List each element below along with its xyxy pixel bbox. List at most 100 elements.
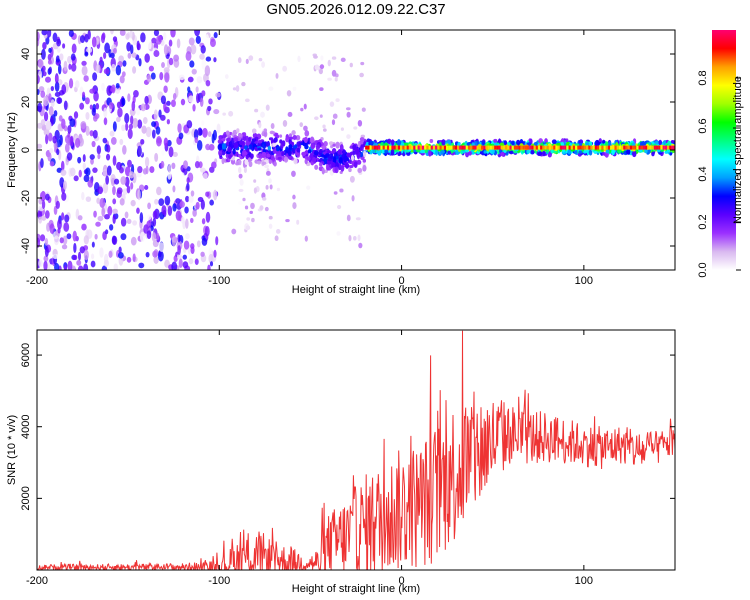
spectrogram-cell — [136, 43, 141, 51]
spectrogram-cell — [328, 141, 334, 146]
spectrogram-cell — [109, 224, 114, 231]
spectrogram-cell — [493, 138, 498, 143]
spectrogram-cell — [156, 35, 162, 45]
spectrogram-cell — [332, 143, 336, 147]
spectrogram-band-cell — [529, 145, 532, 150]
spectrogram-cell — [253, 187, 257, 194]
spectrogram-cell — [116, 187, 123, 195]
spectrogram-cell — [180, 98, 186, 106]
spectrogram-band-cell — [474, 145, 477, 150]
spectrogram-x-tick-label: 0 — [399, 275, 405, 287]
spectrogram-cell — [651, 151, 655, 157]
spectrogram-band-cell — [533, 145, 536, 150]
spectrogram-band-cell — [402, 145, 405, 150]
spectrogram-cell — [420, 149, 425, 154]
spectrogram-band-cell — [505, 145, 508, 150]
spectrogram-cell — [199, 53, 205, 60]
spectrogram-cell — [63, 100, 68, 111]
spectrogram-cell — [304, 130, 310, 137]
spectrogram-cell — [92, 72, 98, 81]
spectrogram-cell — [95, 64, 101, 73]
spectrogram-cell — [207, 264, 211, 270]
spectrogram-cell — [335, 141, 340, 149]
spectrogram-cell — [53, 110, 58, 117]
spectrogram-cell — [396, 139, 402, 146]
spectrogram-cell — [82, 162, 86, 171]
spectrogram-cell — [132, 66, 137, 74]
spectrogram-cell — [231, 228, 237, 235]
spectrogram-cell — [126, 218, 132, 225]
spectrogram-cell — [69, 167, 76, 177]
spectrogram-cell — [47, 59, 52, 65]
spectrogram-cell — [101, 82, 105, 91]
spectrogram-cell — [197, 196, 204, 203]
spectrogram-cell — [332, 113, 338, 119]
snr-x-ticks: -200 -100 0 100 — [26, 330, 593, 587]
spectrogram-cell — [137, 145, 142, 157]
spectrogram-cell — [468, 151, 472, 156]
spectrogram-cell — [77, 265, 84, 270]
spectrogram-cell — [117, 107, 123, 118]
spectrogram-cell — [167, 171, 172, 180]
spectrogram-cell — [605, 149, 610, 154]
spectrogram-cell — [163, 67, 170, 73]
spectrogram-cell — [313, 55, 318, 59]
spectrogram-band-cell — [557, 145, 560, 150]
spectrogram-cell — [162, 31, 167, 41]
spectrogram-cell — [87, 179, 94, 188]
spectrogram-cell — [168, 39, 173, 47]
spectrogram-band-cell — [544, 145, 547, 150]
spectrogram-band-cell — [601, 145, 604, 150]
spectrogram-cell — [83, 75, 89, 82]
spectrogram-cell — [261, 141, 267, 149]
spectrogram-cell — [153, 255, 159, 264]
spectrogram-cell — [245, 139, 250, 147]
spectrogram-cell — [313, 150, 319, 156]
spectrogram-cell — [196, 93, 200, 104]
spectrogram-band-cell — [629, 145, 632, 150]
spectrogram-cell — [114, 86, 121, 94]
spectrogram-cell — [204, 65, 211, 77]
spectrogram-cell — [158, 242, 165, 252]
colorbar-tick-label: 0.8 — [697, 70, 709, 85]
spectrogram-cell — [116, 101, 121, 109]
spectrogram-cell — [285, 219, 290, 223]
spectrogram-cell — [254, 146, 258, 151]
spectrogram-band-cell — [627, 145, 630, 150]
spectrogram-cell — [105, 153, 111, 161]
spectrogram-cell — [167, 163, 172, 173]
spectrogram-cell — [201, 90, 206, 97]
spectrogram-cell — [127, 93, 131, 102]
spectrogram-band-cell — [365, 145, 368, 150]
spectrogram-cell — [318, 68, 323, 75]
spectrogram-cell — [37, 143, 43, 149]
spectrogram-band-cell — [400, 145, 403, 150]
spectrogram-cell — [321, 167, 325, 175]
spectrogram-band-cell — [603, 145, 606, 150]
spectrogram-cell — [243, 145, 248, 150]
spectrogram-cell — [348, 167, 352, 173]
spectrogram-cell — [111, 84, 116, 94]
spectrogram-cell — [285, 136, 289, 143]
spectrogram-band-cell — [610, 145, 613, 150]
spectrogram-cell — [166, 139, 172, 147]
spectrogram-cell — [97, 153, 101, 160]
spectrogram-cell — [236, 128, 240, 133]
spectrogram-cell — [201, 237, 208, 246]
spectrogram-cell — [115, 64, 122, 76]
spectrogram-cell — [55, 200, 60, 209]
spectrogram-cell — [353, 126, 358, 130]
spectrogram-cell — [221, 150, 226, 156]
spectrogram-band-cell — [607, 145, 611, 150]
spectrogram-x-tick-label: -100 — [208, 275, 230, 287]
spectrogram-cell — [190, 246, 195, 254]
spectrogram-cell — [350, 154, 355, 162]
spectrogram-cell — [131, 100, 136, 112]
spectrogram-cell — [128, 171, 135, 179]
spectrogram-cell — [59, 53, 64, 61]
spectrogram-cell — [92, 129, 98, 139]
spectrogram-cell — [151, 129, 156, 139]
spectrogram-cell — [135, 107, 141, 116]
spectrogram-cell — [248, 55, 254, 61]
spectrogram-cell — [72, 230, 77, 242]
